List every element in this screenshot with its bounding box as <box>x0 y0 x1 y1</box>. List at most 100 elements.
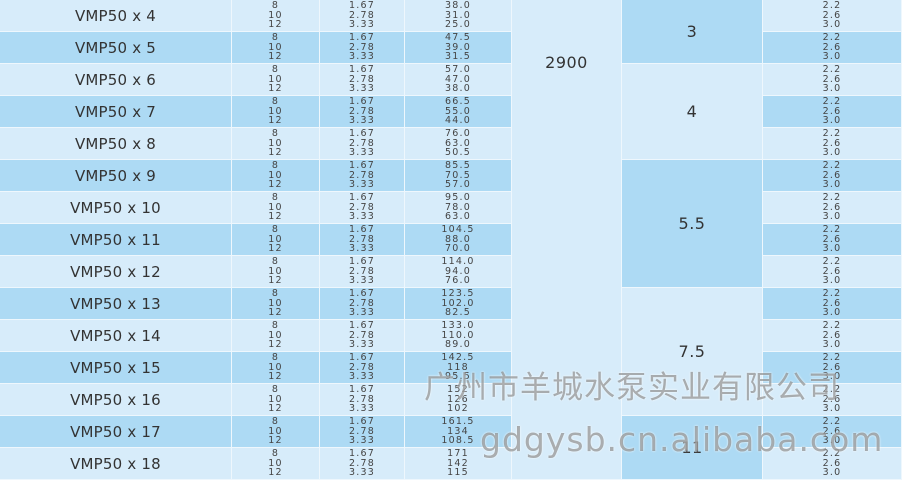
value: 76.0 <box>445 128 471 140</box>
value: 44.0 <box>445 115 471 127</box>
value: 3.33 <box>349 275 375 287</box>
value: 152 <box>447 384 469 396</box>
value: 3.0 <box>822 243 842 255</box>
value: 2.2 <box>822 320 842 332</box>
value: 1.67 <box>349 128 375 140</box>
flow-m3h-cell: 8 10 12 <box>232 352 320 384</box>
value: 8 <box>271 192 280 204</box>
npsh-cell: 2.2 2.6 3.0 <box>763 224 902 256</box>
value: 38.0 <box>445 83 471 95</box>
value: 2.6 <box>822 361 842 373</box>
value: 66.5 <box>445 96 471 108</box>
value: 133.0 <box>441 320 475 332</box>
model-cell: VMP50 x 8 <box>0 128 232 160</box>
model-cell: VMP50 x 11 <box>0 224 232 256</box>
value: 2.2 <box>822 288 842 300</box>
value: 88.0 <box>445 233 471 245</box>
value: 2.6 <box>822 9 842 21</box>
flow-ls-cell: 1.67 2.78 3.33 <box>320 256 405 288</box>
value: 10 <box>268 137 283 149</box>
value: 39.0 <box>445 41 471 53</box>
value: 1.67 <box>349 448 375 460</box>
value: 10 <box>268 361 283 373</box>
model-cell: VMP50 x 9 <box>0 160 232 192</box>
value: 8 <box>271 0 280 12</box>
value: 10 <box>268 201 283 213</box>
value: 2.6 <box>822 457 842 469</box>
value: 2.6 <box>822 393 842 405</box>
flow-m3h-cell: 8 10 12 <box>232 32 320 64</box>
value: 3.33 <box>349 51 375 63</box>
value: 2.2 <box>822 192 842 204</box>
value: 3.0 <box>822 403 842 415</box>
value: 1.67 <box>349 288 375 300</box>
value: 1.67 <box>349 64 375 76</box>
value: 2.6 <box>822 41 842 53</box>
value: 12 <box>268 83 283 95</box>
value: 1.67 <box>349 0 375 12</box>
value: 8 <box>271 288 280 300</box>
flow-ls-cell: 1.67 2.78 3.33 <box>320 320 405 352</box>
value: 3.33 <box>349 147 375 159</box>
value: 3.0 <box>822 179 842 191</box>
value: 3.33 <box>349 179 375 191</box>
npsh-cell: 2.2 2.6 3.0 <box>763 256 902 288</box>
value: 82.5 <box>445 307 471 319</box>
value: 161.5 <box>441 416 475 428</box>
flow-ls-cell: 1.67 2.78 3.33 <box>320 288 405 320</box>
value: 2.6 <box>822 137 842 149</box>
npsh-cell: 2.2 2.6 3.0 <box>763 64 902 96</box>
flow-ls-cell: 1.67 2.78 3.33 <box>320 32 405 64</box>
flow-m3h-cell: 8 10 12 <box>232 320 320 352</box>
value: 31.0 <box>445 9 471 21</box>
value: 12 <box>268 115 283 127</box>
head-cell: 171 142 115 <box>405 448 512 480</box>
value: 104.5 <box>441 224 475 236</box>
value: 2.6 <box>822 425 842 437</box>
value: 50.5 <box>445 147 471 159</box>
flow-m3h-cell: 8 10 12 <box>232 192 320 224</box>
value: 12 <box>268 467 283 479</box>
value: 3.0 <box>822 339 842 351</box>
value: 3.0 <box>822 275 842 287</box>
value: 2.2 <box>822 96 842 108</box>
value: 3.0 <box>822 115 842 127</box>
value: 2.2 <box>822 448 842 460</box>
flow-m3h-cell: 8 10 12 <box>232 384 320 416</box>
value: 12 <box>268 243 283 255</box>
flow-m3h-cell: 8 10 12 <box>232 448 320 480</box>
value: 2.2 <box>822 224 842 236</box>
value: 1.67 <box>349 160 375 172</box>
head-cell: 161.5 134 108.5 <box>405 416 512 448</box>
flow-m3h-cell: 8 10 12 <box>232 128 320 160</box>
npsh-cell: 2.2 2.6 3.0 <box>763 32 902 64</box>
power-cell: 11 <box>622 416 763 480</box>
head-cell: 114.0 94.0 76.0 <box>405 256 512 288</box>
npsh-cell: 2.2 2.6 3.0 <box>763 288 902 320</box>
value: 63.0 <box>445 137 471 149</box>
value: 2.78 <box>349 457 375 469</box>
model-cell: VMP50 x 18 <box>0 448 232 480</box>
value: 2.78 <box>349 73 375 85</box>
value: 3.33 <box>349 211 375 223</box>
value: 3.33 <box>349 339 375 351</box>
flow-ls-cell: 1.67 2.78 3.33 <box>320 416 405 448</box>
flow-m3h-cell: 8 10 12 <box>232 416 320 448</box>
value: 12 <box>268 339 283 351</box>
value: 2.6 <box>822 265 842 277</box>
power-cell: 4 <box>622 64 763 160</box>
value: 2.78 <box>349 9 375 21</box>
value: 2.78 <box>349 393 375 405</box>
value: 2.78 <box>349 329 375 341</box>
value: 1.67 <box>349 352 375 364</box>
value: 47.0 <box>445 73 471 85</box>
value: 3.0 <box>822 147 842 159</box>
flow-ls-cell: 1.67 2.78 3.33 <box>320 224 405 256</box>
value: 78.0 <box>445 201 471 213</box>
value: 12 <box>268 435 283 447</box>
value: 3.33 <box>349 243 375 255</box>
value: 1.67 <box>349 416 375 428</box>
value: 63.0 <box>445 211 471 223</box>
power-cell: 7.5 <box>622 288 763 416</box>
